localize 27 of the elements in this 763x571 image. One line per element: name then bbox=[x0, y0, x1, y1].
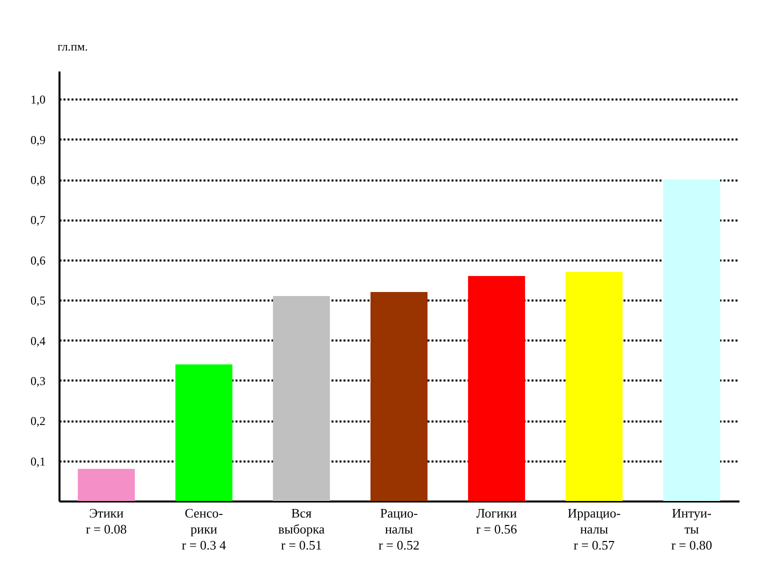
x-tick-label: Этики bbox=[89, 506, 124, 520]
data-label: r = 0.57 bbox=[574, 538, 616, 552]
y-tick-label: 0,6 bbox=[30, 253, 46, 268]
data-label: r = 0.56 bbox=[476, 522, 518, 536]
x-tick-label: Логики bbox=[476, 506, 517, 520]
bar bbox=[78, 468, 135, 501]
data-label: r = 0.52 bbox=[378, 538, 420, 552]
y-tick-label: 1,0 bbox=[30, 92, 46, 107]
bar bbox=[566, 272, 623, 501]
y-tick-label: 0,8 bbox=[30, 173, 46, 188]
y-tick-label: 0,9 bbox=[30, 132, 46, 147]
bar bbox=[468, 276, 526, 501]
bar bbox=[272, 296, 330, 501]
bar bbox=[370, 292, 428, 501]
y-tick-label: 0,5 bbox=[30, 294, 46, 308]
bar bbox=[175, 364, 232, 501]
data-label: r = 0.51 bbox=[280, 538, 322, 552]
y-tick-label: 0,4 bbox=[30, 334, 46, 348]
data-label: r = 0.80 bbox=[671, 538, 712, 552]
data-label: r = 0.3 4 bbox=[182, 538, 226, 552]
y-tick-label: 0,3 bbox=[30, 374, 46, 388]
y-tick-label: 0,7 bbox=[30, 213, 46, 228]
y-tick-label: 0,2 bbox=[30, 414, 46, 428]
bar bbox=[663, 180, 720, 501]
y-tick-label: 0,1 bbox=[30, 454, 46, 468]
y-axis-title: гл.пм. bbox=[58, 40, 88, 54]
data-label: r = 0.08 bbox=[86, 522, 127, 536]
